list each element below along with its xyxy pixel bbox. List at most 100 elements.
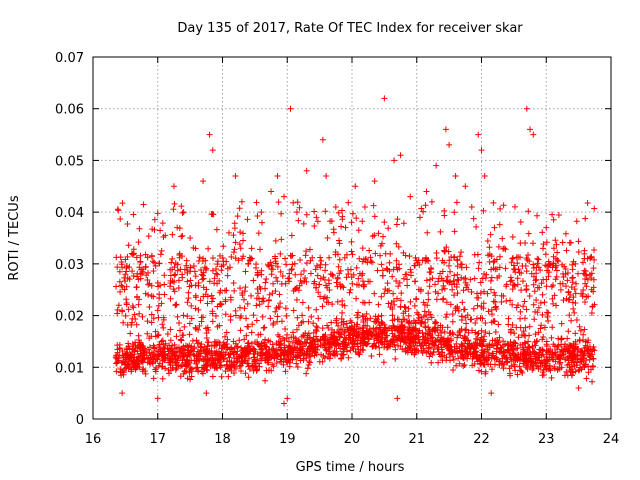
data-point [160,324,167,331]
data-point [299,349,306,356]
data-point [531,316,538,323]
data-point [383,265,390,272]
data-point [350,271,357,278]
data-point [473,315,480,322]
data-point [148,253,155,260]
data-point [213,270,220,277]
data-point [125,306,132,313]
data-point [279,272,286,279]
data-point [425,327,432,334]
data-point [407,193,414,200]
data-point [172,302,179,309]
data-point [470,305,477,312]
data-point [319,303,326,310]
data-point [307,270,314,277]
data-point [428,335,435,342]
data-point [398,330,405,337]
y-tick-label: 0.02 [55,310,84,325]
data-point [541,299,548,306]
data-point [426,344,433,351]
data-point [293,326,300,333]
data-point [220,243,227,250]
data-point [381,219,388,226]
data-point [202,353,209,360]
data-point [526,344,533,351]
data-point [587,254,594,261]
data-point [521,339,528,346]
data-point [209,308,216,315]
data-point [496,273,503,280]
data-point [317,264,324,271]
data-point [235,257,242,264]
data-point [411,333,418,340]
data-point [533,276,540,283]
data-point [564,347,571,354]
data-point [117,216,124,223]
data-point [395,283,402,290]
data-point [276,341,283,348]
data-point [405,319,412,326]
data-point [441,259,448,266]
data-point [150,267,157,274]
data-point [187,366,194,373]
data-point [482,320,489,327]
data-point [195,306,202,313]
data-point [156,360,163,367]
data-point [125,340,132,347]
data-point [212,312,219,319]
data-point [198,267,205,274]
data-point [180,312,187,319]
data-point [426,353,433,360]
data-point [248,329,255,336]
data-point [268,367,275,374]
data-point [324,235,331,242]
data-point [283,312,290,319]
data-point [495,321,502,328]
data-point [353,215,360,222]
data-point [216,252,223,259]
data-point [469,327,476,334]
data-point [395,335,402,342]
data-point [510,352,517,359]
data-point [159,220,166,227]
data-point [345,271,352,278]
data-point [114,264,121,271]
data-point [316,281,323,288]
data-point [403,347,410,354]
data-point [254,213,261,220]
data-point [541,356,548,363]
data-point [446,257,453,264]
data-point [569,275,576,282]
data-point [259,298,266,305]
data-point [475,354,482,361]
data-point [444,273,451,280]
data-point [518,270,525,277]
y-tick-label: 0.04 [55,206,84,221]
data-point [260,325,267,332]
data-point [478,334,485,341]
data-point [510,343,517,350]
data-point [250,277,257,284]
data-point [467,351,474,358]
data-point [534,255,541,262]
data-point [532,359,539,366]
data-point [175,344,182,351]
data-point [545,273,552,280]
data-point [208,292,215,299]
data-point [475,265,482,272]
data-point [550,216,557,223]
data-point [530,301,537,308]
data-point [115,302,122,309]
data-point [258,347,265,354]
data-point [136,264,143,271]
data-point [178,337,185,344]
data-point [175,284,182,291]
data-point [582,215,589,222]
data-point [509,321,516,328]
data-point [442,314,449,321]
data-point [519,263,526,270]
data-point [453,345,460,352]
data-point [156,291,163,298]
data-point [291,343,298,350]
data-point [471,275,478,282]
